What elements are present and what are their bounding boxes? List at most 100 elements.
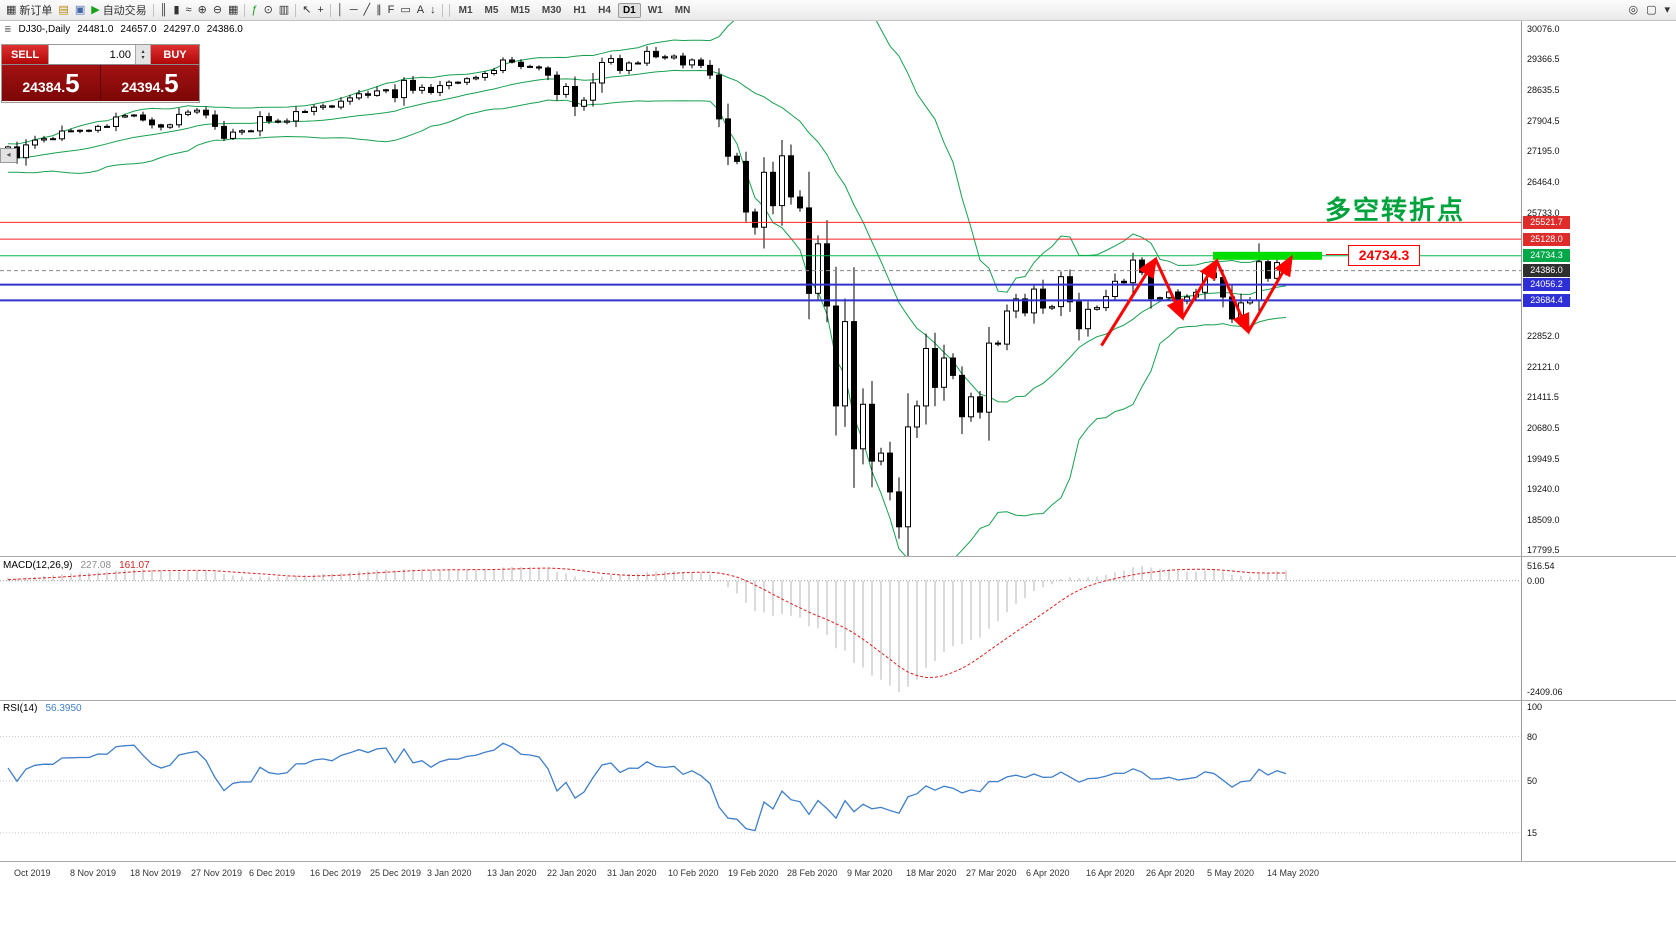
search-icon: ◎ xyxy=(1628,3,1639,16)
period-button[interactable]: ⊙ xyxy=(261,2,276,19)
timeframe-m15-button[interactable]: M15 xyxy=(510,4,530,16)
trendline-button[interactable]: ╱ xyxy=(361,2,374,19)
timeframe-d1-button[interactable]: D1 xyxy=(617,2,641,18)
volume-input[interactable]: 1.00 xyxy=(48,45,135,64)
chevron-down-icon: ▾ xyxy=(1664,3,1670,16)
zoom-in-button[interactable]: ⊕ xyxy=(195,2,210,19)
buy-price-big-digit: 5 xyxy=(164,68,179,98)
one-click-collapse-button[interactable]: ◂ xyxy=(0,148,17,163)
channel-button[interactable]: ∥ xyxy=(373,2,385,19)
macd-histogram xyxy=(7,566,1287,692)
fibonacci-icon: F xyxy=(387,3,395,16)
date-axis-label: 19 Feb 2020 xyxy=(728,868,779,878)
date-axis-label: 3 Jan 2020 xyxy=(427,868,472,878)
sell-price-main: 24384. xyxy=(22,79,66,95)
date-axis-label: 28 Feb 2020 xyxy=(787,868,838,878)
stepper-up-icon[interactable]: ▴ xyxy=(141,48,145,55)
macd-axis[interactable]: 516.54 0.00 -2409.06 xyxy=(1522,558,1676,700)
chart-icon: ≣ xyxy=(4,24,12,34)
macd-main-value: 227.08 xyxy=(80,560,112,571)
indicators-button[interactable]: ƒ xyxy=(248,2,260,19)
cursor-button[interactable]: ↖ xyxy=(299,2,314,19)
toolbar-separator xyxy=(441,3,443,17)
buy-price-main: 24394. xyxy=(121,79,165,95)
trend-arrow-object[interactable] xyxy=(1215,260,1250,335)
rsi-axis-label: 15 xyxy=(1527,828,1538,838)
trend-arrow-object[interactable] xyxy=(1100,256,1158,347)
macd-axis-label: -2409.06 xyxy=(1527,687,1563,697)
fibonacci-button[interactable]: F xyxy=(385,2,398,19)
price-axis-label: 27195.0 xyxy=(1527,146,1560,156)
sell-price[interactable]: 24384. 5 xyxy=(2,65,100,101)
profiles-button[interactable]: ▣ xyxy=(72,2,88,19)
bar-chart-button[interactable]: ║ xyxy=(157,2,171,19)
search-button[interactable]: ◎ xyxy=(1625,2,1641,19)
price-axis[interactable]: 30076.0 29366.5 28635.5 27904.5 27195.0 26464… xyxy=(1522,20,1676,557)
trend-arrow-object[interactable] xyxy=(1181,258,1219,319)
crosshair-button[interactable]: + xyxy=(314,2,326,19)
timeframe-h1-button[interactable]: H1 xyxy=(573,4,587,16)
toolbar-separator xyxy=(295,3,297,17)
more-button[interactable]: ▾ xyxy=(1661,2,1673,19)
rsi-indicator-canvas[interactable] xyxy=(0,701,1521,861)
line-chart-button[interactable]: ≈ xyxy=(183,2,195,19)
trend-arrow-object[interactable] xyxy=(1154,258,1184,321)
level-callout[interactable]: 24734.3 xyxy=(1348,245,1420,266)
text-button[interactable]: A xyxy=(414,2,427,19)
price-axis-label: 22121.0 xyxy=(1527,362,1560,372)
sell-button[interactable]: SELL xyxy=(2,45,48,64)
buy-button[interactable]: BUY xyxy=(151,45,199,64)
crosshair-icon: + xyxy=(317,3,324,16)
timeframe-m5-button[interactable]: M5 xyxy=(484,4,499,16)
templates-button[interactable]: ▥ xyxy=(276,2,292,19)
macd-signal-line xyxy=(7,567,1286,679)
candlestick-chart-button[interactable]: ▮ xyxy=(170,2,182,19)
chart-window-button[interactable]: ▢ xyxy=(1643,2,1659,19)
zoom-in-icon: ⊕ xyxy=(197,3,207,16)
autotrade-button[interactable]: ▶ 自动交易 xyxy=(88,2,149,19)
timeframe-mn-button[interactable]: MN xyxy=(674,4,691,16)
rsi-value: 56.3950 xyxy=(45,703,82,714)
date-axis-label: 16 Apr 2020 xyxy=(1086,868,1135,878)
macd-indicator-canvas[interactable] xyxy=(0,558,1521,700)
new-order-button-label: 新订单 xyxy=(19,5,53,17)
highlight-bar-object[interactable] xyxy=(1213,251,1322,260)
date-axis-label: 27 Mar 2020 xyxy=(966,868,1017,878)
date-axis-label: 9 Mar 2020 xyxy=(847,868,893,878)
candlestick-icon: ▮ xyxy=(173,3,180,16)
timeframe-m30-button[interactable]: M30 xyxy=(541,4,562,16)
timeframe-w1-button[interactable]: W1 xyxy=(647,4,663,16)
arrow-tool-icon: ↓ xyxy=(430,3,436,16)
date-axis[interactable]: Oct 2019 8 Nov 2019 18 Nov 2019 27 Nov 2019… xyxy=(0,862,1676,884)
date-axis-label: 26 Apr 2020 xyxy=(1146,868,1195,878)
price-level-badge: 25128.0 xyxy=(1523,233,1570,246)
candles-series xyxy=(5,46,1289,557)
grid-button[interactable]: ▦ xyxy=(225,2,241,19)
horizontal-line-button[interactable]: ─ xyxy=(347,2,361,19)
new-order-button[interactable]: ▦ 新订单 xyxy=(3,2,55,19)
panel-divider[interactable] xyxy=(0,700,1676,701)
open-chart-button[interactable]: ▤ xyxy=(55,2,71,19)
shapes-button[interactable]: ▭ xyxy=(397,2,413,19)
main-chart-canvas[interactable] xyxy=(0,20,1521,557)
price-axis-label: 28635.5 xyxy=(1527,85,1560,95)
ohlc-low: 24297.0 xyxy=(163,24,200,35)
buy-price[interactable]: 24394. 5 xyxy=(101,65,199,101)
vertical-line-button[interactable]: │ xyxy=(334,2,347,19)
stepper-down-icon[interactable]: ▾ xyxy=(141,54,145,61)
toolbar-separator xyxy=(329,3,331,17)
trend-arrow-object[interactable] xyxy=(1246,254,1293,333)
rsi-axis[interactable]: 100 80 50 15 xyxy=(1522,701,1676,861)
macd-signal-value: 161.07 xyxy=(119,560,150,571)
volume-stepper[interactable]: ▴ ▾ xyxy=(135,45,151,64)
date-axis-label: 14 May 2020 xyxy=(1267,868,1320,878)
arrows-button[interactable]: ↓ xyxy=(427,2,439,19)
panel-divider[interactable] xyxy=(0,861,1676,862)
panel-divider[interactable] xyxy=(0,556,1676,557)
zoom-out-button[interactable]: ⊖ xyxy=(210,2,225,19)
axis-separator xyxy=(1521,20,1522,862)
timeframe-m1-button[interactable]: M1 xyxy=(458,4,473,16)
timeframe-h4-button[interactable]: H4 xyxy=(598,4,611,16)
date-axis-label: 5 May 2020 xyxy=(1207,868,1255,878)
price-axis-label: 17799.5 xyxy=(1527,545,1560,555)
